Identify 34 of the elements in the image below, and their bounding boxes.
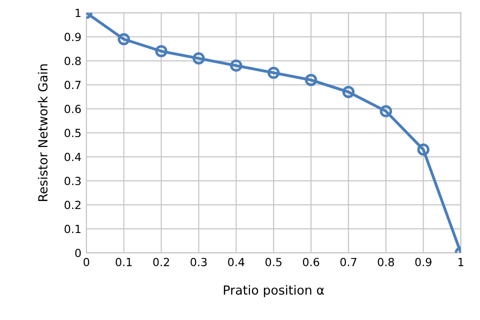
x-axis-title: Pratio position α [224,285,324,298]
point [380,105,392,118]
x-tick-label: 0.9 [415,258,432,266]
y-tick-label: 0.6 [64,104,81,114]
x-tick-label: 0.7 [340,258,356,266]
point [192,52,205,65]
x-tick-label: 1 [458,258,464,266]
y-tick-label: 0.9 [64,32,81,42]
y-tick-label: 1 [76,8,81,18]
y-tick-label: 0.1 [64,224,81,234]
y-tick-label: 0.4 [64,152,81,162]
point [118,33,130,46]
y-tick-label: 0 [75,248,81,258]
point [417,143,430,156]
x-tick-label: 0 [84,258,90,266]
x-tick-label: 0.6 [302,258,320,266]
y-axis-title: Resistor Network Gain [38,64,48,202]
point [230,59,242,72]
y-tick-label: 0.2 [64,200,80,210]
point [304,74,318,86]
x-tick-label: 0.4 [228,258,244,266]
y-tick-label: 0.8 [64,56,81,66]
y-tick-label: 0.3 [64,176,81,186]
x-tick-label: 0.8 [378,258,394,266]
line-series [86,12,461,253]
x-tick-label: 0.3 [190,258,207,266]
x-tick-label: 0.1 [116,258,132,266]
x-tick-label: 0.2 [153,258,170,266]
point [155,45,168,58]
point [267,66,280,79]
x-tick-label: 0.5 [266,258,282,266]
y-tick-label: 0.7 [64,80,81,90]
point [342,86,355,98]
y-tick-label: 0.5 [64,128,81,138]
